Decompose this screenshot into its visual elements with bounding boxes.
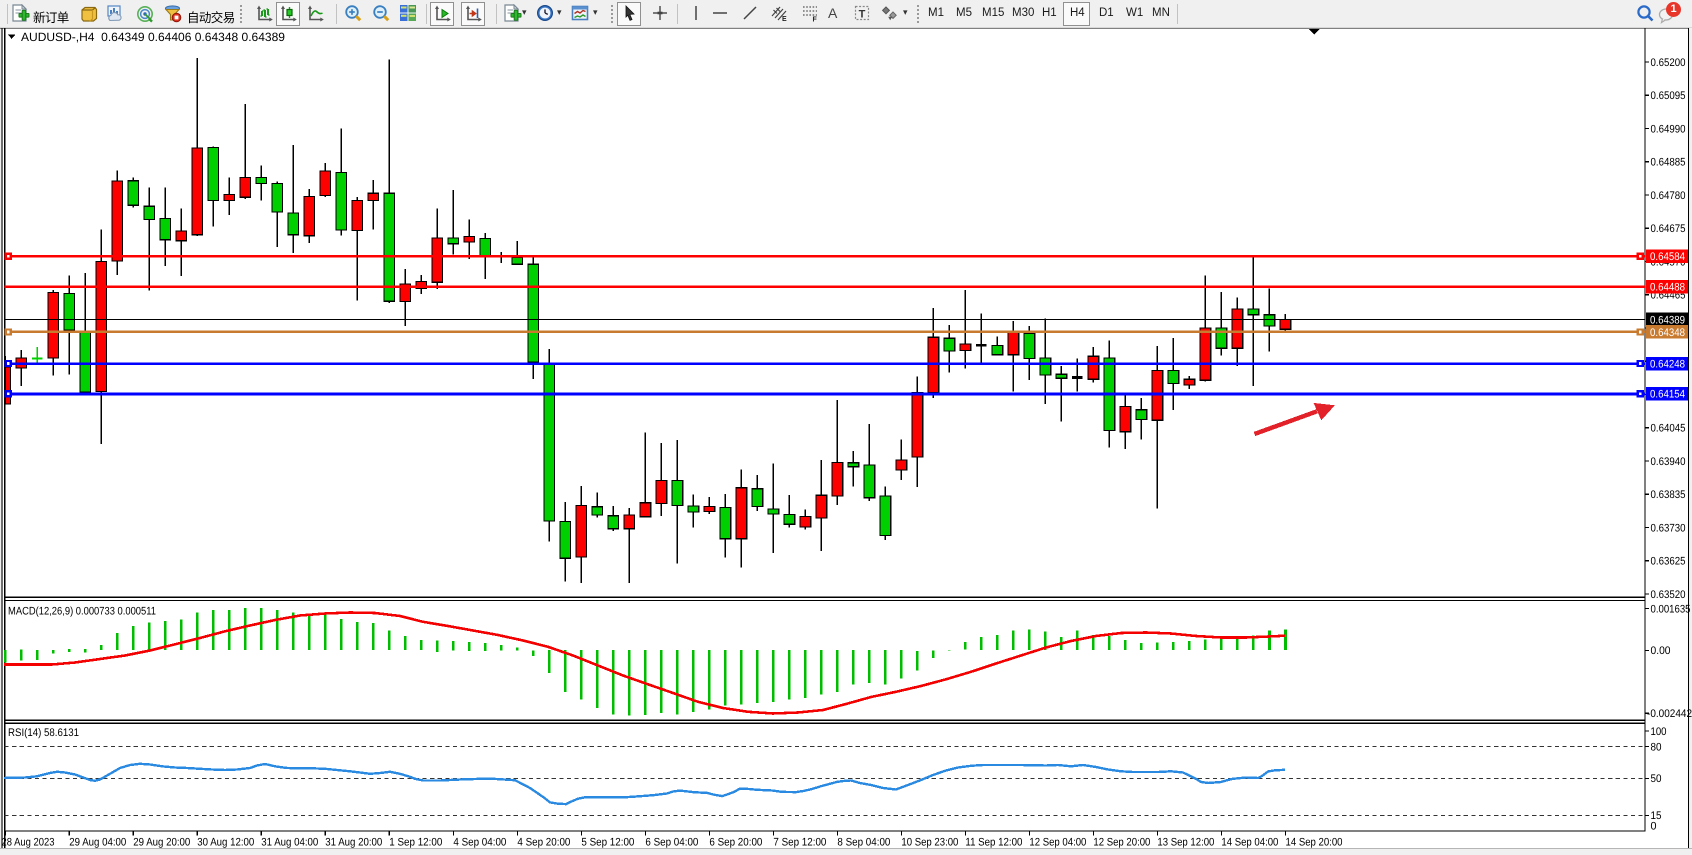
svg-text:0.64780: 0.64780 — [1651, 190, 1686, 202]
svg-text:0.64389: 0.64389 — [1650, 314, 1685, 326]
svg-text:14 Sep 04:00: 14 Sep 04:00 — [1221, 837, 1278, 849]
svg-text:10 Sep 23:00: 10 Sep 23:00 — [901, 837, 958, 849]
svg-text:0.64990: 0.64990 — [1651, 123, 1686, 135]
svg-text:30 Aug 12:00: 30 Aug 12:00 — [197, 837, 254, 849]
svg-text:29 Aug 04:00: 29 Aug 04:00 — [69, 837, 126, 849]
svg-text:31 Aug 20:00: 31 Aug 20:00 — [325, 837, 382, 849]
svg-text:AUDUSD-,H4 0.64349 0.64406 0.: AUDUSD-,H4 0.64349 0.64406 0.64348 0.643… — [21, 30, 285, 44]
svg-text:4 Sep 20:00: 4 Sep 20:00 — [517, 837, 570, 849]
svg-text:T: T — [859, 9, 866, 21]
svg-text:14 Sep 20:00: 14 Sep 20:00 — [1286, 837, 1343, 849]
svg-text:15: 15 — [1651, 810, 1662, 822]
svg-text:F: F — [813, 17, 818, 24]
svg-text:0.63835: 0.63835 — [1651, 489, 1686, 501]
svg-text:8 Sep 04:00: 8 Sep 04:00 — [837, 837, 890, 849]
svg-text:31 Aug 04:00: 31 Aug 04:00 — [261, 837, 318, 849]
svg-text:0.64488: 0.64488 — [1650, 282, 1685, 294]
svg-text:0.63940: 0.63940 — [1651, 456, 1686, 468]
svg-text:100: 100 — [1651, 726, 1667, 738]
svg-text:28 Aug 2023: 28 Aug 2023 — [2, 837, 55, 849]
svg-text:0.64248: 0.64248 — [1650, 359, 1685, 371]
svg-text:MACD(12,26,9) 0.000733 0.00051: MACD(12,26,9) 0.000733 0.000511 — [8, 606, 156, 618]
svg-text:13 Sep 12:00: 13 Sep 12:00 — [1157, 837, 1214, 849]
svg-text:12 Sep 04:00: 12 Sep 04:00 — [1029, 837, 1086, 849]
svg-text:0.64675: 0.64675 — [1651, 223, 1686, 235]
svg-text:29 Aug 20:00: 29 Aug 20:00 — [133, 837, 190, 849]
svg-text:50: 50 — [1651, 773, 1662, 785]
svg-text:E: E — [782, 16, 787, 23]
svg-text:6 Sep 20:00: 6 Sep 20:00 — [709, 837, 762, 849]
svg-text:12 Sep 20:00: 12 Sep 20:00 — [1093, 837, 1150, 849]
svg-text:0.64584: 0.64584 — [1650, 251, 1685, 263]
svg-text:0.63520: 0.63520 — [1651, 589, 1686, 601]
svg-text:5 Sep 12:00: 5 Sep 12:00 — [581, 837, 634, 849]
svg-text:11 Sep 12:00: 11 Sep 12:00 — [965, 837, 1022, 849]
svg-text:0.64045: 0.64045 — [1651, 423, 1686, 435]
svg-text:0.64885: 0.64885 — [1651, 157, 1686, 169]
svg-text:6 Sep 04:00: 6 Sep 04:00 — [645, 837, 698, 849]
svg-text:0.001635: 0.001635 — [1651, 603, 1691, 615]
svg-text:0.63730: 0.63730 — [1651, 522, 1686, 534]
svg-text:7 Sep 12:00: 7 Sep 12:00 — [773, 837, 826, 849]
svg-text:0.00: 0.00 — [1651, 645, 1671, 657]
svg-text:-0.002442: -0.002442 — [1647, 708, 1692, 720]
svg-text:0.64348: 0.64348 — [1650, 327, 1685, 339]
svg-text:0.65200: 0.65200 — [1651, 57, 1686, 69]
svg-text:RSI(14) 58.6131: RSI(14) 58.6131 — [8, 727, 79, 739]
svg-text:0.65095: 0.65095 — [1651, 90, 1686, 102]
svg-text:1 Sep 12:00: 1 Sep 12:00 — [389, 837, 442, 849]
svg-text:0.63625: 0.63625 — [1651, 556, 1686, 568]
svg-text:0: 0 — [1651, 820, 1657, 832]
svg-text:80: 80 — [1651, 741, 1662, 753]
svg-text:0.64154: 0.64154 — [1650, 389, 1685, 401]
svg-text:4 Sep 04:00: 4 Sep 04:00 — [453, 837, 506, 849]
